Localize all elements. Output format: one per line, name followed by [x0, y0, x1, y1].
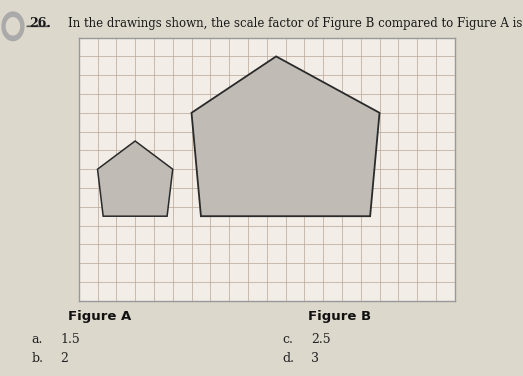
- Polygon shape: [6, 18, 19, 35]
- Text: 26.: 26.: [29, 17, 51, 30]
- Text: In the drawings shown, the scale factor of Figure B compared to Figure A is: In the drawings shown, the scale factor …: [68, 17, 522, 30]
- Polygon shape: [97, 141, 173, 216]
- Text: Figure B: Figure B: [309, 310, 371, 323]
- Polygon shape: [2, 12, 24, 41]
- Text: c.: c.: [282, 333, 293, 346]
- Text: 2: 2: [60, 352, 68, 365]
- Text: 2.5: 2.5: [311, 333, 331, 346]
- Text: 1.5: 1.5: [60, 333, 80, 346]
- Text: Figure A: Figure A: [68, 310, 131, 323]
- Text: d.: d.: [282, 352, 294, 365]
- Text: b.: b.: [31, 352, 43, 365]
- Polygon shape: [191, 56, 380, 216]
- Text: a.: a.: [31, 333, 43, 346]
- Text: 3: 3: [311, 352, 319, 365]
